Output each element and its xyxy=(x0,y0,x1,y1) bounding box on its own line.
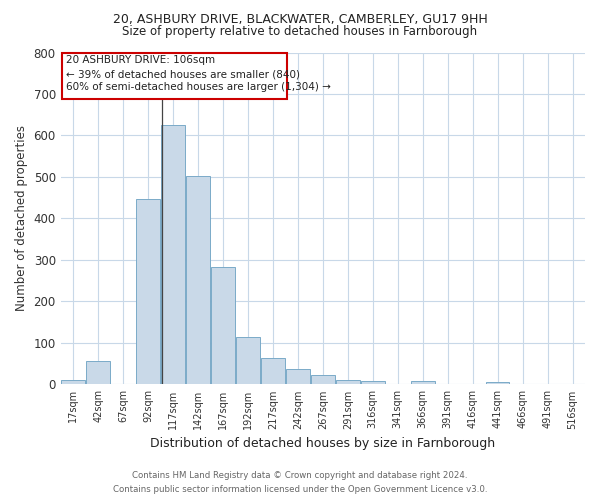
Bar xyxy=(486,382,509,384)
Text: 60% of semi-detached houses are larger (1,304) →: 60% of semi-detached houses are larger (… xyxy=(65,82,331,92)
Bar xyxy=(186,176,210,384)
FancyBboxPatch shape xyxy=(62,54,287,99)
Bar xyxy=(61,380,85,384)
Text: 20 ASHBURY DRIVE: 106sqm: 20 ASHBURY DRIVE: 106sqm xyxy=(65,56,215,66)
Text: Size of property relative to detached houses in Farnborough: Size of property relative to detached ho… xyxy=(122,25,478,38)
Bar xyxy=(161,125,185,384)
Text: ← 39% of detached houses are smaller (840): ← 39% of detached houses are smaller (84… xyxy=(65,69,299,79)
Text: Contains HM Land Registry data © Crown copyright and database right 2024.
Contai: Contains HM Land Registry data © Crown c… xyxy=(113,472,487,494)
Bar xyxy=(236,336,260,384)
Bar xyxy=(286,370,310,384)
Bar xyxy=(361,381,385,384)
Bar xyxy=(261,358,285,384)
Y-axis label: Number of detached properties: Number of detached properties xyxy=(15,126,28,312)
Bar xyxy=(411,381,434,384)
Bar xyxy=(311,376,335,384)
Bar xyxy=(86,361,110,384)
X-axis label: Distribution of detached houses by size in Farnborough: Distribution of detached houses by size … xyxy=(150,437,496,450)
Bar xyxy=(336,380,359,384)
Text: 20, ASHBURY DRIVE, BLACKWATER, CAMBERLEY, GU17 9HH: 20, ASHBURY DRIVE, BLACKWATER, CAMBERLEY… xyxy=(113,12,487,26)
Bar xyxy=(211,267,235,384)
Bar xyxy=(136,198,160,384)
